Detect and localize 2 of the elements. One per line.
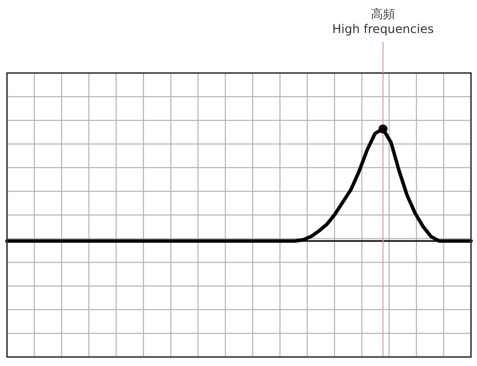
text: 高頻: [371, 7, 395, 21]
text: High frequencies: [332, 22, 434, 36]
